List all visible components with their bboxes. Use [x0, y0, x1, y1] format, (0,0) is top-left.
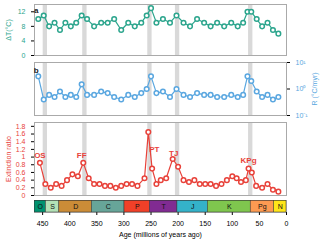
svg-text:400: 400: [64, 220, 76, 227]
svg-text:Extinction ratio: Extinction ratio: [5, 136, 12, 182]
svg-text:1.8: 1.8: [16, 123, 26, 130]
svg-text:0.2: 0.2: [16, 184, 26, 191]
svg-text:ΔT(°C): ΔT(°C): [5, 19, 13, 40]
svg-text:b: b: [34, 66, 39, 75]
svg-text:1.2: 1.2: [16, 146, 26, 153]
svg-text:Pg: Pg: [258, 203, 267, 211]
svg-text:200: 200: [172, 220, 184, 227]
svg-text:10¹: 10¹: [296, 59, 307, 66]
svg-text:KPg: KPg: [241, 156, 257, 165]
svg-text:R (°C/myr): R (°C/myr): [311, 72, 319, 105]
svg-text:0: 0: [22, 192, 26, 198]
svg-text:T: T: [162, 203, 167, 210]
svg-text:8: 8: [22, 23, 26, 30]
svg-text:1: 1: [22, 153, 26, 160]
svg-text:10⁰: 10⁰: [296, 85, 307, 92]
svg-text:0.6: 0.6: [16, 169, 26, 176]
svg-text:OS: OS: [34, 151, 46, 160]
svg-text:J: J: [191, 203, 195, 210]
svg-text:FF: FF: [77, 151, 87, 160]
svg-text:0.4: 0.4: [16, 176, 26, 183]
svg-text:a: a: [34, 6, 39, 15]
svg-text:D: D: [73, 203, 78, 210]
svg-text:300: 300: [118, 220, 130, 227]
svg-text:50: 50: [256, 220, 264, 227]
svg-text:250: 250: [145, 220, 157, 227]
svg-text:100: 100: [226, 220, 238, 227]
svg-text:1.6: 1.6: [16, 130, 26, 137]
svg-text:350: 350: [91, 220, 103, 227]
svg-text:0: 0: [285, 220, 289, 227]
svg-text:450: 450: [37, 220, 49, 227]
svg-text:S: S: [50, 203, 55, 210]
svg-text:O: O: [38, 203, 44, 210]
svg-text:0.8: 0.8: [16, 161, 26, 168]
svg-text:TJ: TJ: [169, 149, 178, 158]
svg-text:4: 4: [22, 37, 26, 44]
svg-text:K: K: [227, 203, 232, 210]
svg-text:150: 150: [199, 220, 211, 227]
svg-text:C: C: [106, 203, 111, 210]
svg-text:10⁻¹: 10⁻¹: [296, 112, 309, 118]
svg-text:0: 0: [22, 52, 26, 58]
svg-text:Age (millions of years ago): Age (millions of years ago): [119, 231, 202, 239]
svg-text:P: P: [135, 203, 140, 210]
svg-text:12: 12: [18, 8, 26, 15]
svg-text:PT: PT: [149, 145, 159, 154]
svg-text:1.4: 1.4: [16, 138, 26, 145]
svg-text:N: N: [278, 203, 283, 210]
